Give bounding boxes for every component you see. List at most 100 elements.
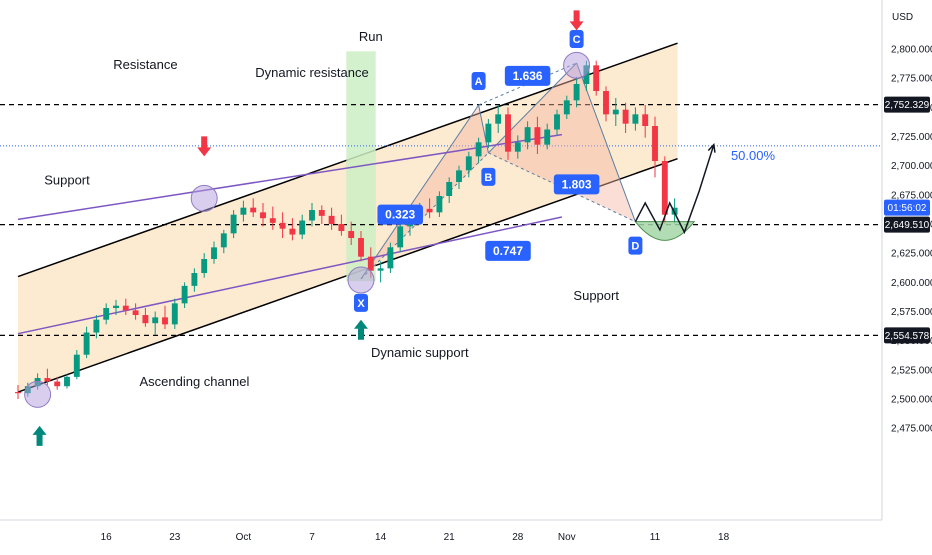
candle xyxy=(181,282,188,309)
pattern-ratio-box xyxy=(504,65,551,86)
pattern-point-text: A xyxy=(475,76,483,88)
candle-body xyxy=(162,317,168,325)
x-tick-label: 23 xyxy=(169,532,181,543)
candle-body xyxy=(397,226,404,248)
price-tag-text: 2,554.578 xyxy=(885,331,930,342)
candle xyxy=(220,229,227,254)
y-tick-label: 2,625.000 xyxy=(891,249,932,260)
candle xyxy=(15,385,21,400)
currency-label: USD xyxy=(892,12,913,23)
candle-body xyxy=(44,378,51,382)
price-tag-text: 01:56:02 xyxy=(888,203,927,214)
highlight-circles xyxy=(24,51,591,408)
pattern-ratio-box xyxy=(553,174,600,195)
pattern-labels: X A B C D 0.323 1.636 1.803 0.747 xyxy=(354,30,643,312)
price-tag: 2,752.329 xyxy=(884,96,930,113)
candle xyxy=(436,191,443,218)
candle xyxy=(83,326,90,359)
x-tick-label: 18 xyxy=(718,532,730,543)
pattern-ratio: 0.747 xyxy=(485,240,531,261)
pattern-ab xyxy=(478,104,489,153)
candle-body xyxy=(603,91,609,115)
candle xyxy=(299,214,306,240)
candle xyxy=(475,137,482,164)
candle xyxy=(603,86,609,122)
candle-body xyxy=(230,214,237,234)
candle-body xyxy=(544,129,551,145)
candle xyxy=(279,212,286,239)
candle xyxy=(64,374,70,389)
highlight-circle-1 xyxy=(190,184,218,212)
candle xyxy=(73,350,80,380)
price-tag: 2,649.510 xyxy=(884,216,930,233)
annotation-label: 50.00% xyxy=(731,148,776,163)
y-tick-label: 2,725.000 xyxy=(891,132,932,143)
pattern-point-x: X xyxy=(354,293,368,312)
candle xyxy=(544,123,551,150)
annotation-label: Resistance xyxy=(113,57,177,72)
candle xyxy=(514,135,521,159)
annotation-label: Support xyxy=(44,172,90,187)
y-tick-label: 2,775.000 xyxy=(891,74,932,85)
price-tag: 01:56:02 xyxy=(884,199,930,216)
candle-body xyxy=(622,109,629,124)
highlight-circle-0 xyxy=(24,380,52,408)
candle xyxy=(250,198,257,218)
candle-body xyxy=(514,142,521,152)
candle xyxy=(338,214,345,236)
candle-body xyxy=(652,126,658,162)
pattern-ratio-text: 1.636 xyxy=(513,69,543,83)
candle xyxy=(652,116,658,178)
x-axis[interactable]: 16 23 Oct 7 14 21 28 Nov 11 18 xyxy=(101,532,730,543)
candle-body xyxy=(446,182,453,197)
candle xyxy=(230,210,237,239)
candle-body xyxy=(505,114,511,152)
candle-body xyxy=(132,310,139,316)
pattern-ratio-text: 1.803 xyxy=(562,177,592,191)
y-axis[interactable]: USD 2,800.0002,775.0002,750.0002,725.000… xyxy=(884,12,932,435)
highlight-circle-3 xyxy=(563,51,591,79)
x-tick-label: 21 xyxy=(444,532,456,543)
candle xyxy=(573,77,580,108)
candle xyxy=(122,298,129,316)
candle xyxy=(152,311,159,335)
annotation-label: Support xyxy=(573,288,619,303)
pattern-ratio: 0.323 xyxy=(377,204,423,225)
annotation-label: Ascending channel xyxy=(139,374,249,389)
signal-arrow-down xyxy=(197,136,212,157)
pattern-point-text: B xyxy=(484,172,492,184)
candle-body xyxy=(240,207,247,215)
candle xyxy=(377,261,384,283)
price-tag-text: 2,752.329 xyxy=(885,100,930,111)
price-tag-text: 2,649.510 xyxy=(885,220,930,231)
pattern-point-d: D xyxy=(628,236,643,255)
candle xyxy=(260,203,266,227)
x-tick-label: 16 xyxy=(101,532,113,543)
x-tick-label: Oct xyxy=(236,532,252,543)
candle xyxy=(103,303,110,325)
pattern-point-b: B xyxy=(481,167,496,186)
price-tag-bg xyxy=(884,216,930,233)
candle-body xyxy=(524,127,531,143)
candle-body xyxy=(260,212,266,219)
candle xyxy=(397,221,404,253)
candle xyxy=(622,102,629,134)
highlight-circle-2 xyxy=(347,266,375,294)
candle-body xyxy=(211,247,217,260)
candle xyxy=(505,107,511,160)
projection-path xyxy=(634,144,715,235)
candle-body xyxy=(171,303,178,325)
candle xyxy=(93,315,100,339)
candle xyxy=(211,241,217,264)
y-tick-label: 2,700.000 xyxy=(891,161,932,172)
pattern-ratio-box xyxy=(485,240,531,261)
candle xyxy=(113,299,119,316)
pattern-point-box xyxy=(471,72,486,91)
candle xyxy=(593,60,600,96)
x-tick-label: Nov xyxy=(558,532,576,543)
candle xyxy=(142,308,149,327)
candle-body xyxy=(289,228,296,235)
candle-body xyxy=(73,354,80,377)
pattern-point-box xyxy=(628,236,643,255)
candle-body xyxy=(348,231,355,239)
